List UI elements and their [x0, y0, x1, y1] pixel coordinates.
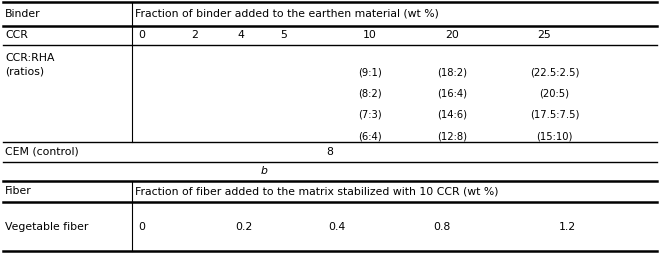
Text: 5: 5	[280, 30, 287, 40]
Text: Fraction of binder added to the earthen material (wt %): Fraction of binder added to the earthen …	[135, 9, 439, 19]
Text: Fiber: Fiber	[5, 186, 32, 197]
Text: b: b	[261, 167, 267, 177]
Text: 0: 0	[139, 30, 145, 40]
Text: CCR: CCR	[5, 30, 28, 40]
Text: 20: 20	[445, 30, 459, 40]
Text: (14:6): (14:6)	[437, 110, 467, 120]
Text: 0.4: 0.4	[328, 221, 345, 231]
Text: 25: 25	[538, 30, 551, 40]
Text: (6:4): (6:4)	[358, 131, 381, 141]
Text: 2: 2	[191, 30, 198, 40]
Text: (22.5:2.5): (22.5:2.5)	[530, 67, 579, 77]
Text: 8: 8	[327, 147, 333, 157]
Text: 0.2: 0.2	[236, 221, 253, 231]
Text: Binder: Binder	[5, 9, 41, 19]
Text: (18:2): (18:2)	[437, 67, 467, 77]
Text: 0: 0	[139, 221, 145, 231]
Text: 0.8: 0.8	[434, 221, 451, 231]
Text: (20:5): (20:5)	[539, 88, 570, 99]
Text: 4: 4	[238, 30, 244, 40]
Text: (7:3): (7:3)	[358, 110, 381, 120]
Text: (8:2): (8:2)	[358, 88, 381, 99]
Text: (15:10): (15:10)	[536, 131, 573, 141]
Text: 10: 10	[362, 30, 377, 40]
Text: (ratios): (ratios)	[5, 66, 44, 76]
Text: (9:1): (9:1)	[358, 67, 381, 77]
Text: 1.2: 1.2	[559, 221, 576, 231]
Text: (16:4): (16:4)	[437, 88, 467, 99]
Text: (17.5:7.5): (17.5:7.5)	[530, 110, 579, 120]
Text: CCR:RHA: CCR:RHA	[5, 53, 55, 62]
Text: (12:8): (12:8)	[437, 131, 467, 141]
Text: Fraction of fiber added to the matrix stabilized with 10 CCR (wt %): Fraction of fiber added to the matrix st…	[135, 186, 499, 197]
Text: Vegetable fiber: Vegetable fiber	[5, 221, 88, 231]
Text: CEM (control): CEM (control)	[5, 147, 79, 157]
